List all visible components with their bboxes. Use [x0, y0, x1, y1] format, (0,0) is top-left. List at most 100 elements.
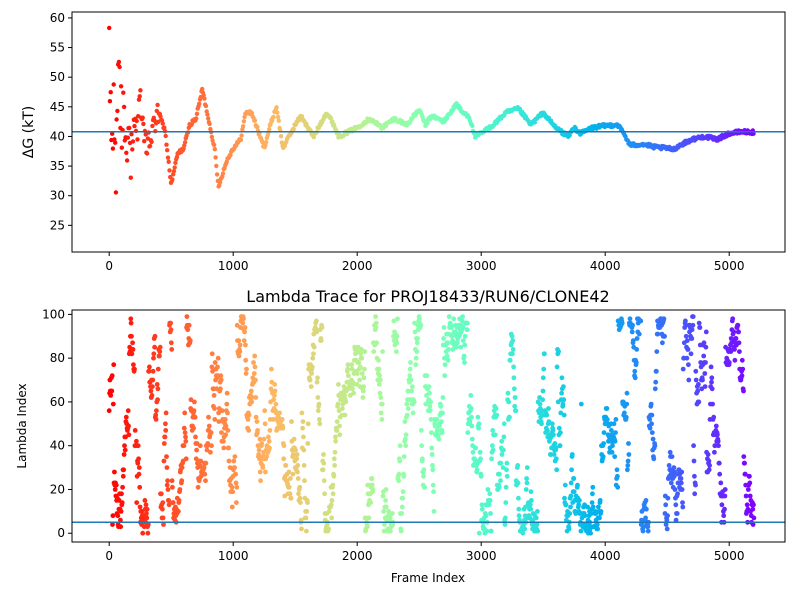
lambda-point [654, 349, 660, 354]
lambda-point [750, 506, 756, 512]
lambda-point [567, 511, 573, 516]
lambda-point [732, 347, 737, 352]
lambda-point [345, 362, 351, 368]
lambda-point [684, 355, 690, 361]
lambda-point [444, 353, 450, 359]
lambda-point [188, 397, 194, 403]
lambda-point [331, 456, 337, 462]
lambda-point [736, 340, 742, 346]
lambda-point [168, 327, 174, 333]
lambda-point [334, 428, 340, 433]
lambda-point [439, 419, 444, 424]
delta-g-point [209, 134, 215, 140]
lambda-point [615, 473, 620, 479]
lambda-point [721, 513, 727, 519]
lambda-point [652, 386, 658, 392]
lambda-point [263, 469, 268, 475]
delta-g-point [135, 137, 140, 142]
lambda-point [568, 504, 573, 510]
lambda-point [553, 456, 559, 462]
delta-g-point [164, 142, 169, 147]
lambda-point [490, 428, 496, 433]
lambda-point [516, 513, 522, 519]
lambda-point [442, 362, 448, 368]
lambda-point [418, 322, 424, 328]
lambda-point [660, 340, 665, 346]
delta-g-point [116, 59, 122, 65]
delta-g-point [125, 135, 130, 140]
lambda-point [252, 353, 258, 359]
delta-g-point [276, 118, 281, 123]
lambda-point [412, 320, 417, 326]
lambda-point [460, 325, 466, 330]
lambda-point [272, 388, 278, 394]
lambda-point [176, 498, 182, 503]
lambda-point [336, 382, 341, 387]
lambda-point [262, 421, 268, 427]
lambda-point [264, 454, 269, 459]
lambda-point [462, 342, 468, 348]
lambda-point [106, 408, 112, 414]
lambda-point [504, 460, 510, 466]
lambda-point [622, 410, 627, 416]
lambda-point [346, 373, 351, 379]
lambda-point [509, 333, 515, 339]
lambda-point [160, 500, 166, 505]
lambda-point [711, 414, 717, 420]
lambda-point [202, 471, 208, 477]
lambda-point [370, 487, 376, 492]
delta-g-point [171, 169, 177, 174]
lambda-point [125, 408, 131, 414]
lambda-point [297, 495, 303, 501]
lambda-point [381, 528, 387, 534]
lambda-point [359, 371, 365, 376]
lambda-point [257, 469, 263, 475]
lambda-point [680, 500, 685, 505]
lambda-y-tick-label: 100 [42, 307, 65, 321]
lambda-point [524, 480, 530, 486]
lambda-point [428, 399, 433, 405]
lambda-point [150, 368, 156, 374]
lambda-point [183, 438, 189, 444]
delta-g-point [114, 117, 119, 122]
lambda-point [326, 526, 332, 532]
lambda-point [169, 347, 175, 352]
lambda-point [295, 463, 301, 468]
delta-g-point [138, 88, 143, 93]
lambda-point [144, 506, 150, 512]
lambda-point [404, 401, 410, 407]
lambda-point [388, 528, 393, 534]
lambda-point [121, 452, 127, 457]
lambda-point [691, 458, 697, 464]
lambda-point [197, 443, 203, 449]
delta-g-point [217, 180, 223, 185]
lambda-point [359, 347, 364, 352]
lambda-point [667, 449, 673, 455]
lambda-point [492, 432, 498, 438]
delta-g-point [136, 97, 142, 102]
lambda-point [394, 333, 400, 339]
lambda-point [305, 421, 311, 427]
lambda-point [503, 500, 509, 505]
lambda-point [619, 320, 625, 326]
lambda-point [182, 430, 188, 435]
lambda-point [215, 355, 221, 361]
lambda-point [291, 436, 297, 442]
lambda-point [440, 395, 446, 400]
lambda-x-axis-label: Frame Index [391, 571, 465, 585]
lambda-point [479, 502, 485, 508]
lambda-point [673, 517, 679, 523]
lambda-point [380, 349, 385, 354]
lambda-point [234, 500, 239, 505]
lambda-point [166, 498, 172, 503]
lambda-point [715, 438, 721, 444]
lambda-point [750, 522, 756, 527]
lambda-point [193, 434, 198, 440]
lambda-point [150, 377, 156, 383]
lambda-point [305, 500, 310, 505]
lambda-point [136, 456, 142, 462]
lambda-point [537, 401, 543, 407]
lambda-point [722, 506, 727, 512]
lambda-point [702, 384, 708, 389]
lambda-point [118, 517, 123, 523]
